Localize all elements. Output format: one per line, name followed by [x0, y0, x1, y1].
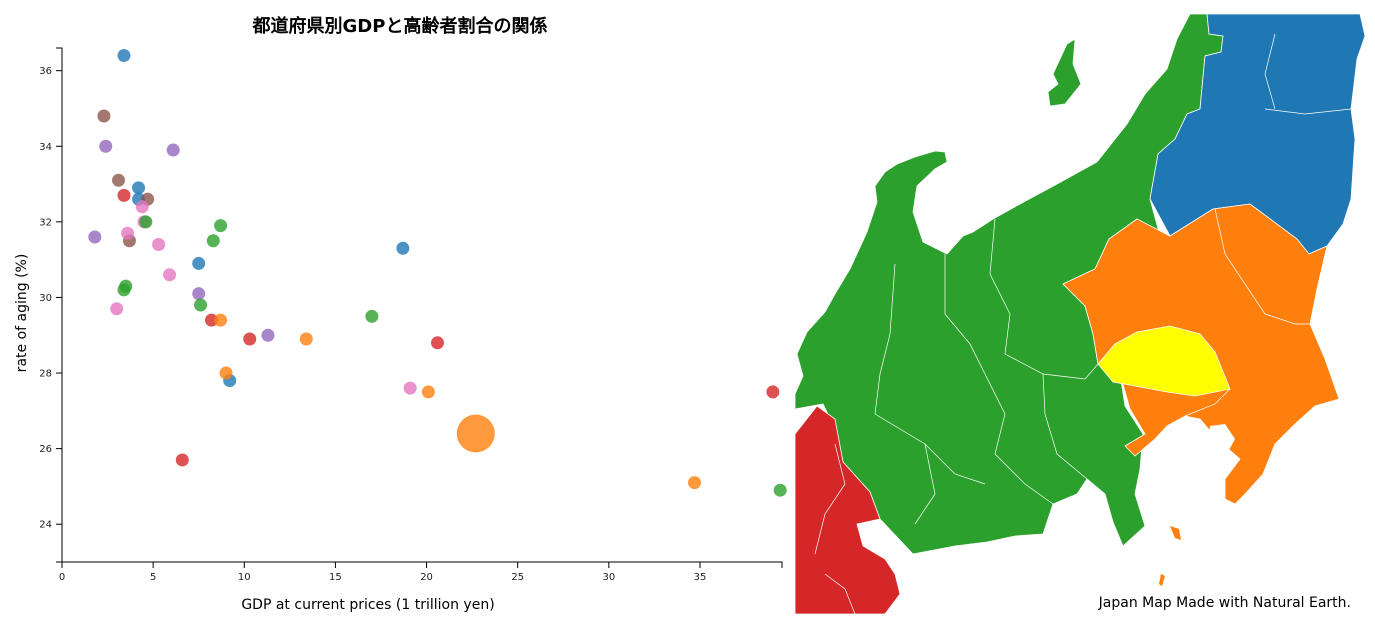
data-point-24[interactable] — [152, 238, 166, 252]
y-tick-label: 34 — [39, 142, 52, 153]
data-point-32[interactable] — [117, 283, 131, 297]
data-point-28[interactable] — [139, 215, 153, 229]
data-point-36[interactable] — [214, 313, 228, 327]
data-point-6[interactable] — [97, 109, 111, 123]
data-point-40[interactable] — [688, 476, 702, 490]
data-point-19[interactable] — [175, 453, 189, 467]
data-point-14[interactable] — [261, 328, 275, 342]
y-tick: 36 — [39, 66, 62, 77]
data-point-18[interactable] — [430, 336, 444, 350]
x-tick-label: 10 — [238, 572, 251, 583]
y-tick-label: 28 — [39, 369, 52, 380]
map-credit: Japan Map Made with Natural Earth. — [1098, 595, 1351, 611]
map-island-sado[interactable] — [1047, 38, 1082, 107]
x-tick: 30 — [602, 562, 615, 583]
x-tick: 5 — [150, 562, 156, 583]
x-axis-line — [61, 561, 783, 568]
data-point-30[interactable] — [206, 234, 220, 248]
x-tick-label: 5 — [150, 572, 156, 583]
y-tick-label: 30 — [39, 293, 52, 304]
japan-map — [795, 14, 1366, 614]
x-tick: 15 — [329, 562, 342, 583]
data-point-16[interactable] — [204, 313, 218, 327]
data-point-23[interactable] — [121, 226, 135, 240]
data-point-34[interactable] — [365, 309, 379, 323]
data-point-7[interactable] — [112, 173, 126, 187]
data-point-10[interactable] — [99, 139, 113, 153]
points-layer — [88, 49, 787, 497]
y-tick: 26 — [39, 444, 62, 455]
chart-title: 都道府県別GDPと高齢者割合の関係 — [252, 16, 548, 37]
data-point-26[interactable] — [110, 302, 124, 316]
data-point-38[interactable] — [219, 366, 233, 380]
y-tick: 34 — [39, 142, 62, 153]
map-selected-prefecture[interactable] — [1097, 325, 1231, 397]
x-tick-label: 20 — [420, 572, 433, 583]
y-tick: 28 — [39, 369, 62, 380]
data-point-35[interactable] — [773, 483, 787, 497]
x-tick-label: 0 — [59, 572, 65, 583]
data-point-27[interactable] — [403, 381, 417, 395]
data-point-4[interactable] — [396, 241, 410, 255]
x-tick: 20 — [420, 562, 433, 583]
map-island-izu-2[interactable] — [1159, 574, 1165, 586]
data-point-15[interactable] — [117, 188, 131, 202]
data-point-29[interactable] — [214, 219, 228, 233]
data-point-17[interactable] — [243, 332, 257, 346]
x-tick-label: 35 — [694, 572, 707, 583]
data-point-20[interactable] — [766, 385, 780, 399]
x-tick-label: 30 — [602, 572, 615, 583]
y-axis-line — [56, 47, 63, 563]
y-tick-label: 32 — [39, 217, 52, 228]
data-point-41[interactable] — [456, 414, 495, 453]
map-island-izu-1[interactable] — [1170, 526, 1181, 540]
x-axis-label: GDP at current prices (1 trillion yen) — [241, 597, 494, 613]
y-tick: 32 — [39, 217, 62, 228]
y-tick: 24 — [39, 520, 62, 531]
data-point-13[interactable] — [192, 287, 206, 301]
x-tick-label: 25 — [511, 572, 524, 583]
y-tick-label: 24 — [39, 520, 52, 531]
y-tick-label: 36 — [39, 66, 52, 77]
x-tick-label: 15 — [329, 572, 342, 583]
data-point-21[interactable] — [135, 200, 149, 214]
x-tick: 25 — [511, 562, 524, 583]
map-tokyo-bay — [1207, 424, 1235, 459]
map-region-kinki[interactable] — [795, 405, 901, 614]
x-tick: 0 — [59, 562, 65, 583]
x-axis: 0 5 10 15 20 25 30 35 — [59, 561, 783, 583]
scatter-chart: 0 5 10 15 20 25 30 35 24 26 28 30 32 34 36 GDP at cur… — [14, 47, 787, 613]
y-tick: 30 — [39, 293, 62, 304]
data-point-3[interactable] — [192, 256, 206, 270]
data-point-37[interactable] — [299, 332, 313, 346]
data-point-1[interactable] — [132, 181, 146, 195]
x-tick: 10 — [238, 562, 251, 583]
data-point-0[interactable] — [117, 49, 131, 63]
y-axis-label: rate of aging (%) — [14, 254, 30, 373]
data-point-12[interactable] — [88, 230, 102, 244]
data-point-25[interactable] — [163, 268, 177, 282]
data-point-33[interactable] — [194, 298, 208, 312]
prefecture-borders — [814, 33, 1352, 614]
x-tick: 35 — [694, 562, 707, 583]
y-tick-label: 26 — [39, 444, 52, 455]
y-axis: 24 26 28 30 32 34 36 — [39, 47, 63, 563]
data-point-11[interactable] — [166, 143, 180, 157]
data-point-39[interactable] — [421, 385, 435, 399]
